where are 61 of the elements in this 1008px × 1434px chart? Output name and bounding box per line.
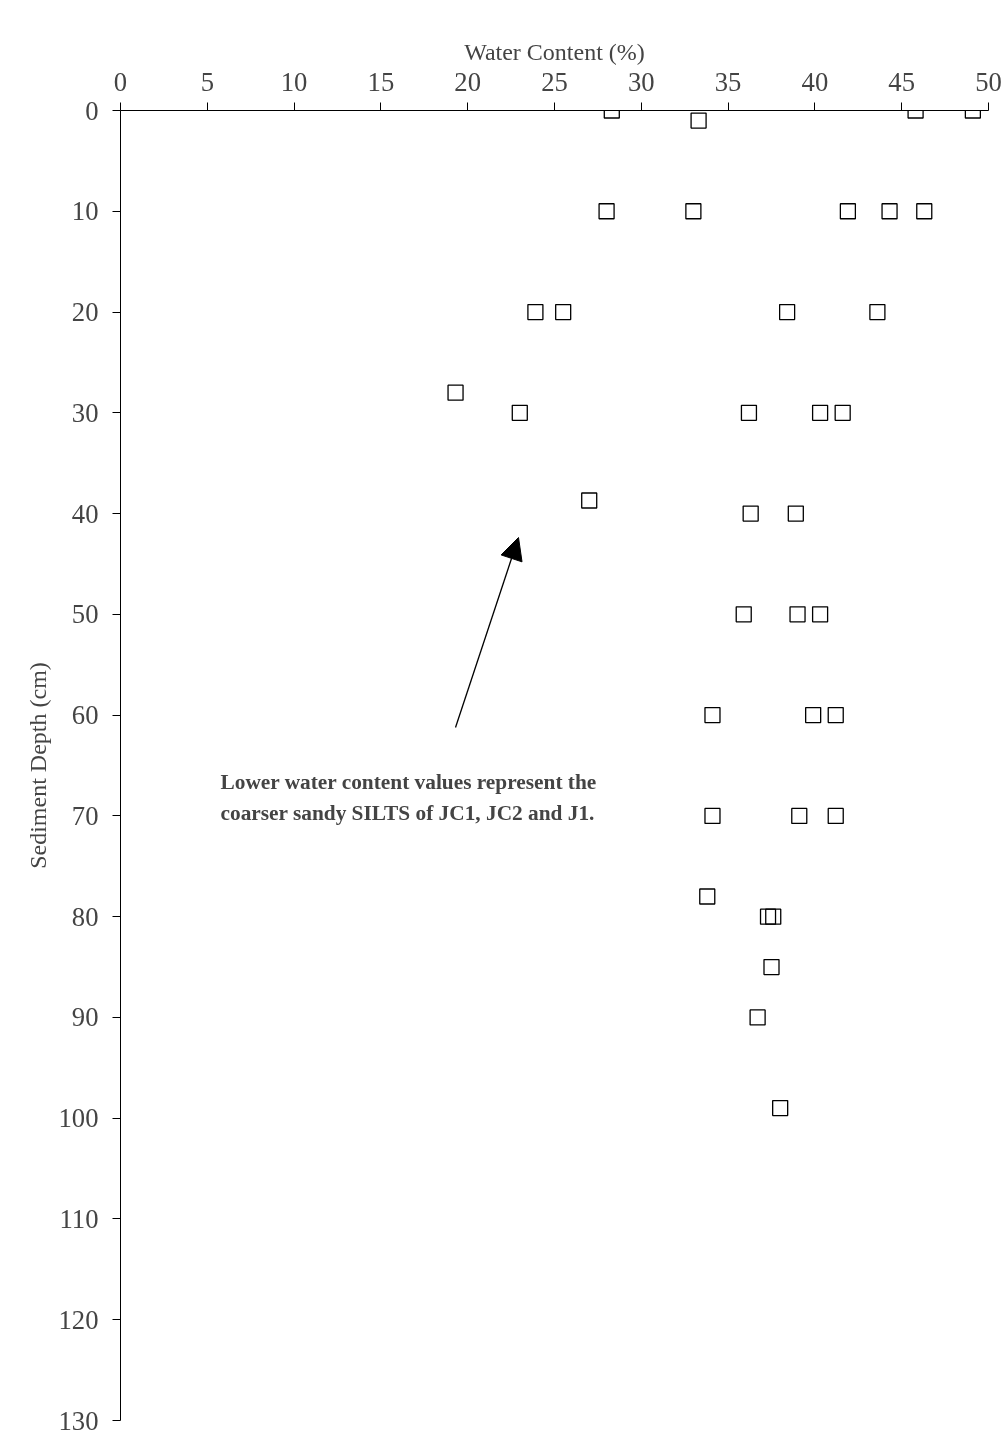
y-tick-label: 0 xyxy=(85,95,99,126)
point xyxy=(789,606,806,623)
point xyxy=(699,888,716,905)
x-tick-label: 50 xyxy=(975,66,1002,97)
point xyxy=(765,908,782,925)
point xyxy=(555,303,572,321)
y-tick-label: 120 xyxy=(58,1304,99,1335)
point xyxy=(778,303,796,321)
point xyxy=(827,706,844,724)
y-tick-label: 10 xyxy=(71,196,99,227)
y-tick-label: 80 xyxy=(71,901,99,932)
x-tick-label: 15 xyxy=(367,66,395,97)
annotation: Lower water content values represent the coarser sandy SILTS of JC1, JC2 and J1. xyxy=(220,770,597,826)
x-tick-label: 0 xyxy=(113,66,128,97)
point xyxy=(787,505,804,522)
x-tick-label: 20 xyxy=(454,66,482,97)
x-tick-label: 45 xyxy=(888,66,916,97)
x-tick-label: 10 xyxy=(280,66,308,97)
x-tick-label: 5 xyxy=(200,66,214,97)
x-axis-title: Water Content (%) xyxy=(464,38,645,65)
point xyxy=(690,112,707,129)
y-tick-label: 60 xyxy=(71,700,99,731)
point xyxy=(740,404,758,421)
point xyxy=(763,958,780,976)
point xyxy=(811,404,829,421)
y-tick-label: 20 xyxy=(71,297,99,328)
point xyxy=(759,908,777,925)
x-tick-label: 35 xyxy=(714,66,742,97)
x-tick-label: 40 xyxy=(801,66,829,97)
point xyxy=(772,1099,789,1117)
point xyxy=(581,492,598,509)
point xyxy=(834,404,851,421)
y-tick-label: 40 xyxy=(71,498,99,529)
point xyxy=(742,505,759,522)
point xyxy=(827,807,844,825)
point xyxy=(685,203,702,220)
y-tick-label: 50 xyxy=(71,599,99,630)
x-tick-label: 30 xyxy=(627,66,655,97)
point xyxy=(839,203,857,220)
y-tick-label: 100 xyxy=(58,1103,99,1134)
point xyxy=(916,203,933,220)
y-tick-label: 110 xyxy=(59,1203,99,1234)
point xyxy=(527,303,544,321)
point xyxy=(811,606,829,623)
y-axis-title: Sediment Depth (cm) xyxy=(24,662,51,869)
y-tick-label: 30 xyxy=(71,397,99,428)
point xyxy=(511,404,528,421)
y-tick-label: 130 xyxy=(58,1405,99,1434)
point xyxy=(447,384,464,401)
point xyxy=(805,706,822,724)
point xyxy=(881,203,898,220)
point xyxy=(791,807,808,825)
point xyxy=(735,606,752,623)
y-tick-label: 90 xyxy=(71,1002,99,1033)
point xyxy=(598,203,615,220)
point xyxy=(704,706,721,724)
point xyxy=(869,303,886,321)
y-tick-label: 70 xyxy=(71,800,99,831)
point xyxy=(704,807,721,825)
x-tick-label: 25 xyxy=(541,66,568,97)
point xyxy=(749,1009,766,1026)
